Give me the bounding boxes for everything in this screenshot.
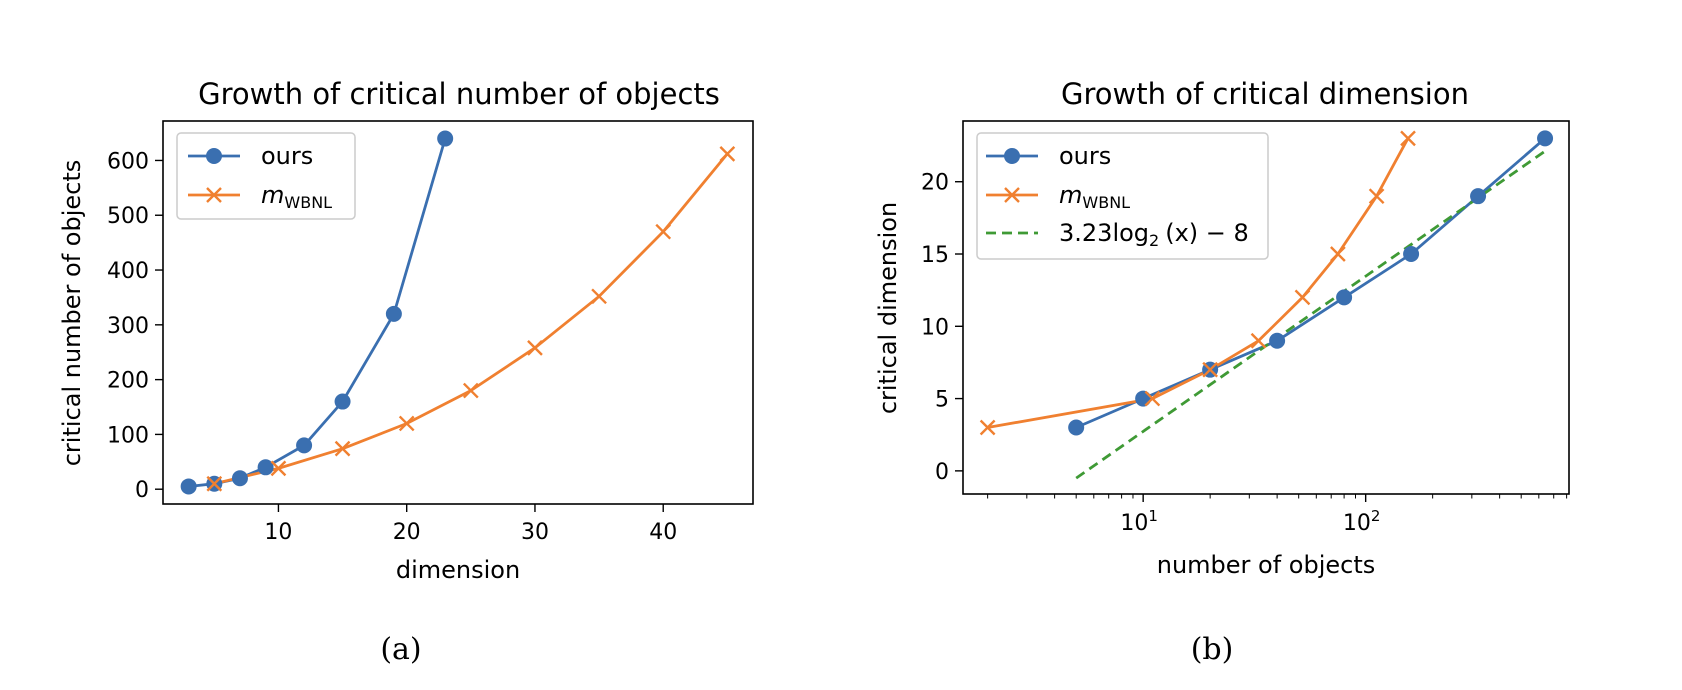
y-tick-label: 300 [107,314,149,339]
legend-ours-label: ours [261,142,313,170]
legend-ours-marker [1004,148,1020,164]
legend-ours-marker [206,148,222,164]
data-point-wbnl [206,475,223,492]
panel-a: Growth of critical number of objects 0 10… [58,77,754,584]
data-point-wbnl [1250,332,1267,349]
y-tick-label: 10 [921,315,949,340]
y-tick-label: 100 [107,423,149,448]
x-tick-label: 20 [393,520,421,545]
data-point-wbnl [1294,289,1311,306]
panel-a-title: Growth of critical number of objects [198,77,720,111]
data-point-ours [296,437,313,454]
data-point-wbnl [527,339,543,356]
legend-ours-label: ours [1059,142,1111,170]
data-point-ours [1403,246,1420,263]
data-point-ours [437,130,454,147]
panel-a-axes-frame [162,120,754,505]
data-point-ours [385,305,402,322]
data-point-wbnl [719,146,736,162]
data-point-ours [257,459,274,476]
y-tick-label: 20 [921,171,949,196]
data-point-ours [1135,390,1152,407]
panel-a-legend: ours mWBNL [176,132,356,220]
data-point-wbnl [1202,361,1218,378]
data-point-ours [180,478,197,495]
x-tick-label: 30 [521,520,549,545]
data-point-wbnl [334,440,351,457]
y-tick-label: 15 [921,243,949,268]
legend-fit-label: 3.23log2 (x) − 8 [1059,219,1249,250]
data-point-wbnl [1400,130,1416,147]
data-point-ours [1537,130,1554,147]
y-tick-label: 600 [107,149,149,174]
x-tick-label: 40 [649,520,677,545]
x-tick-label: 102 [1343,507,1381,536]
caption-b: (b) [1190,632,1234,667]
data-point-wbnl [1144,390,1161,407]
panel-a-x-label: dimension [396,556,520,584]
data-point-wbnl [270,460,287,477]
data-point-wbnl [398,415,415,432]
data-point-wbnl [979,419,996,436]
y-tick-label: 200 [107,369,149,394]
caption-a: (a) [380,632,422,667]
data-point-ours [231,470,248,487]
panel-b-legend: ours mWBNL 3.23log2 (x) − 8 [976,132,1269,260]
data-point-ours [1336,289,1353,306]
data-point-ours [1269,332,1286,349]
data-point-wbnl [655,223,672,240]
data-point-ours [1068,419,1085,436]
legend-wbnl-label: mWBNL [261,181,332,212]
legend-wbnl-label: mWBNL [1059,181,1130,212]
y-tick-label: 5 [935,388,949,413]
data-point-wbnl [1330,246,1346,262]
data-point-ours [334,393,351,410]
y-tick-label: 400 [107,259,149,284]
panel-b: Growth of critical dimension 0 5 10 15 20 101… [874,77,1570,579]
panel-b-title: Growth of critical dimension [1061,77,1469,111]
data-point-ours [1470,188,1487,205]
panel-b-y-label: critical dimension [874,202,902,414]
series-line-m-wbnl [987,137,1410,429]
y-tick-label: 0 [135,478,149,503]
panel-b-x-label: number of objects [1157,551,1376,579]
legend-wbnl-marker [1004,187,1020,203]
x-tick-label: 101 [1120,507,1158,536]
series-line-ours [1075,137,1547,429]
x-tick-label: 10 [264,520,292,545]
panel-a-y-label: critical number of objects [58,160,86,467]
panel-b-axes-frame [962,120,1570,495]
y-tick-label: 0 [935,460,949,485]
data-point-wbnl [1368,188,1385,205]
legend-wbnl-marker [206,187,222,203]
data-point-wbnl [462,382,479,399]
data-point-wbnl [591,288,607,305]
y-tick-label: 500 [107,204,149,229]
